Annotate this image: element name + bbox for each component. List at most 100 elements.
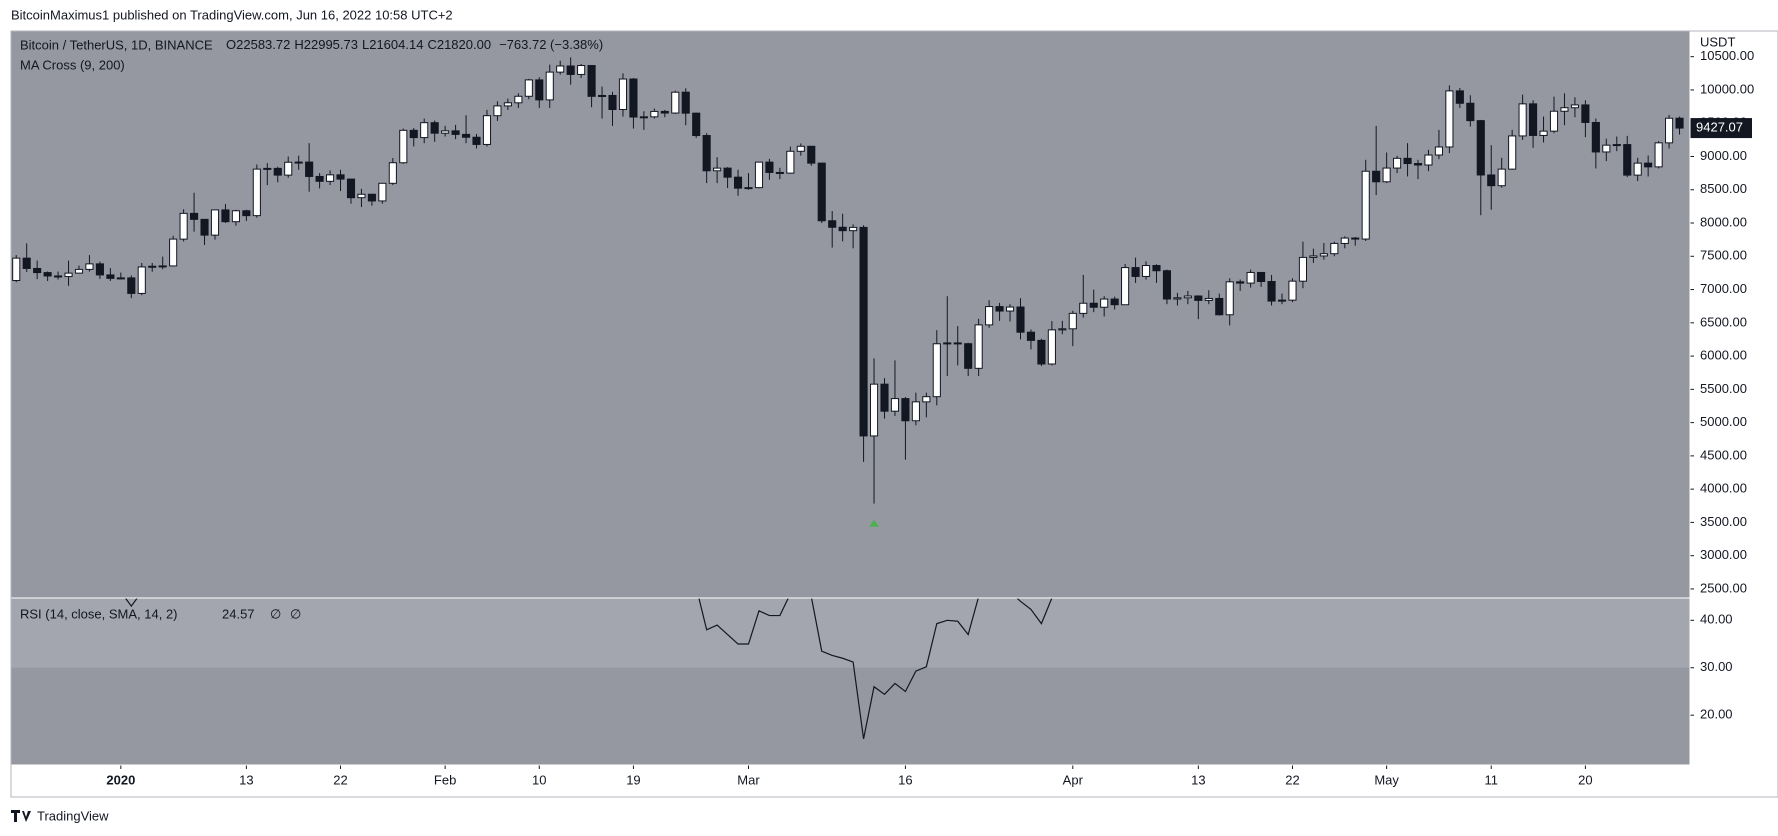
candle-body [221,209,230,223]
candle-body [1194,295,1203,301]
y-tick-label: 2500.00 [1700,580,1747,595]
brand: TradingView [11,808,109,823]
y-tick-label: 5000.00 [1700,414,1747,429]
ohlc-value: 22995.73 [304,37,358,52]
symbol: Bitcoin / TetherUS, 1D, BINANCE [20,37,213,52]
y-tick-label: 6500.00 [1700,314,1747,329]
candle-body [1141,265,1151,277]
y-tick-label: 7500.00 [1700,248,1747,263]
candle-body [1037,339,1046,365]
candle-body [1257,271,1266,282]
candle-body [597,94,607,97]
candle-body [367,193,376,202]
x-tick-label: 22 [333,772,347,787]
candle-body [1298,256,1307,282]
candle-body [566,65,575,75]
candle-body [1591,121,1600,153]
candle-body [472,136,481,145]
candle-body [64,272,73,278]
candle-body [922,396,931,403]
candle-body [461,133,471,138]
candle-body [137,266,146,294]
candle-body [514,95,523,104]
candle-body [346,178,356,199]
candle-body [273,167,282,176]
candle-body [587,65,596,97]
candle-body [932,343,941,398]
last-price-box [1690,118,1752,139]
y-tick-label: 4500.00 [1700,447,1747,462]
candle-body [1267,280,1276,302]
y-tick-label: 4000.00 [1700,481,1747,496]
ohlc-key: L [362,37,369,52]
candle-body [127,277,136,294]
candle-body [1236,281,1245,284]
x-tick-label: 20 [1578,772,1592,787]
candle-body [702,135,711,172]
candle-body [744,187,753,190]
candle-body [639,116,648,119]
candle-body [252,168,261,217]
x-tick-label: 2020 [106,772,135,787]
candle-body [953,342,962,345]
candle-body [169,238,178,267]
candle-body [1162,270,1172,300]
rsi-tick-label: 20.00 [1700,707,1733,722]
legend: Bitcoin / TetherUS, 1D, BINANCE O22583.7… [20,37,603,621]
candle-body [22,257,31,269]
ohlc-key: O [226,37,236,52]
rsi-tick-label: 30.00 [1700,659,1733,674]
candle-body [1005,306,1015,312]
candle-body [1058,328,1067,331]
candle-body [1351,237,1360,240]
x-tick-label: 10 [532,772,546,787]
candle-body [1121,267,1130,306]
candle-body [796,145,805,152]
candle-body [1131,267,1140,277]
candle-body [577,65,586,75]
candle-body [1225,281,1234,316]
frame [10,30,1778,798]
candle-body [1654,142,1663,168]
candle-body [974,324,983,369]
candle-body [1644,162,1653,168]
candle-body [1434,146,1443,156]
candle-body [1089,302,1098,308]
candle-body [1330,242,1339,255]
candle-body [1518,103,1527,137]
y-tick-label: 10000.00 [1700,81,1754,96]
rsi-extra: ∅ [290,606,301,621]
y-tick-label: 6000.00 [1700,348,1747,363]
candle-body [315,175,324,182]
candle-body [1549,110,1559,132]
candle-body [1100,298,1109,308]
candle-body [430,122,439,134]
x-tick-label: May [1374,772,1399,787]
candle-body [148,265,157,268]
candle-body [1068,312,1077,330]
candle-body [964,343,973,369]
y-tick-label: 5500.00 [1700,381,1747,396]
candle-body [399,129,408,164]
candle-body [556,65,565,73]
y-tick-label: 7000.00 [1700,281,1747,296]
rsi-extra: ∅ [270,606,281,621]
candle-body [1382,167,1391,183]
candle-body [765,161,774,173]
candle-body [1246,271,1255,284]
candle-body [1079,302,1088,314]
currency: USDT [1700,34,1735,49]
candle-body [441,130,450,134]
candle-body [179,212,188,240]
candle-body [1340,237,1349,244]
candle-body [1183,295,1192,299]
candle-body [326,174,335,182]
y-tick-label: 8500.00 [1700,181,1747,196]
x-tick-label: Feb [434,772,456,787]
rsi-band [11,598,1690,668]
candle-body [54,275,63,278]
candle-body [284,161,293,176]
candle-body [1623,144,1632,176]
ohlc: O22583.72 H22995.73 L21604.14 C21820.00 −763… [226,37,603,52]
